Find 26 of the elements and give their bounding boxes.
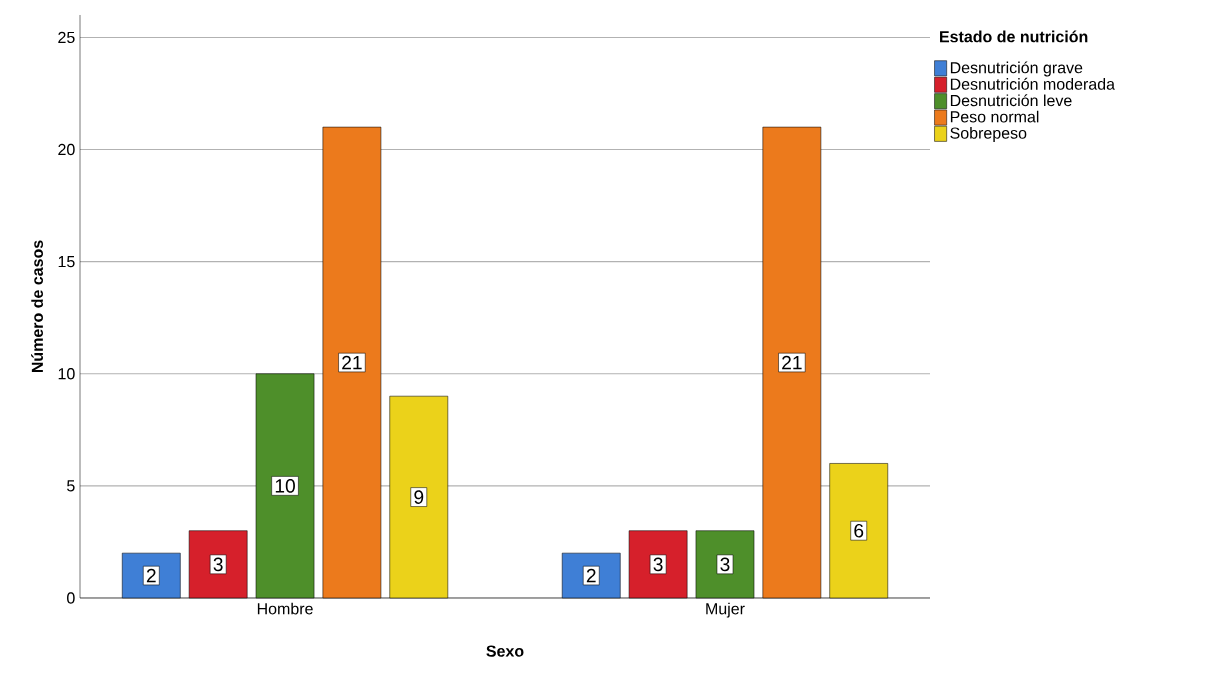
data-label: 3: [213, 557, 223, 572]
data-label: 2: [586, 568, 596, 583]
y-tick-label: 10: [58, 368, 75, 380]
legend-label: Peso normal: [950, 110, 1039, 123]
data-label: 3: [720, 557, 730, 572]
data-label: 10: [275, 479, 295, 493]
y-axis-title: Número de casos: [31, 240, 44, 373]
x-axis-title: Sexo: [486, 645, 524, 657]
legend-label: Desnutrición grave: [950, 61, 1083, 77]
data-label: 21: [342, 355, 362, 370]
y-tick-label: 20: [58, 143, 75, 156]
data-label: 9: [414, 490, 424, 504]
data-label: 6: [854, 523, 864, 538]
data-label: 21: [782, 355, 802, 370]
x-tick-label: Hombre: [257, 602, 313, 615]
y-tick-label: 0: [67, 592, 75, 604]
data-label: 3: [653, 557, 663, 572]
y-tick-label: 25: [58, 31, 75, 44]
y-tick-label: 15: [58, 256, 75, 268]
x-tick-label: Mujer: [706, 602, 745, 618]
legend-label: Sobrepeso: [950, 127, 1027, 142]
y-tick-label: 5: [67, 480, 75, 492]
legend-label: Desnutrición leve: [950, 94, 1072, 107]
legend-title: Estado de nutrición: [940, 30, 1088, 43]
data-label: 2: [146, 568, 156, 583]
legend-label: Desnutrición moderada: [950, 77, 1115, 90]
